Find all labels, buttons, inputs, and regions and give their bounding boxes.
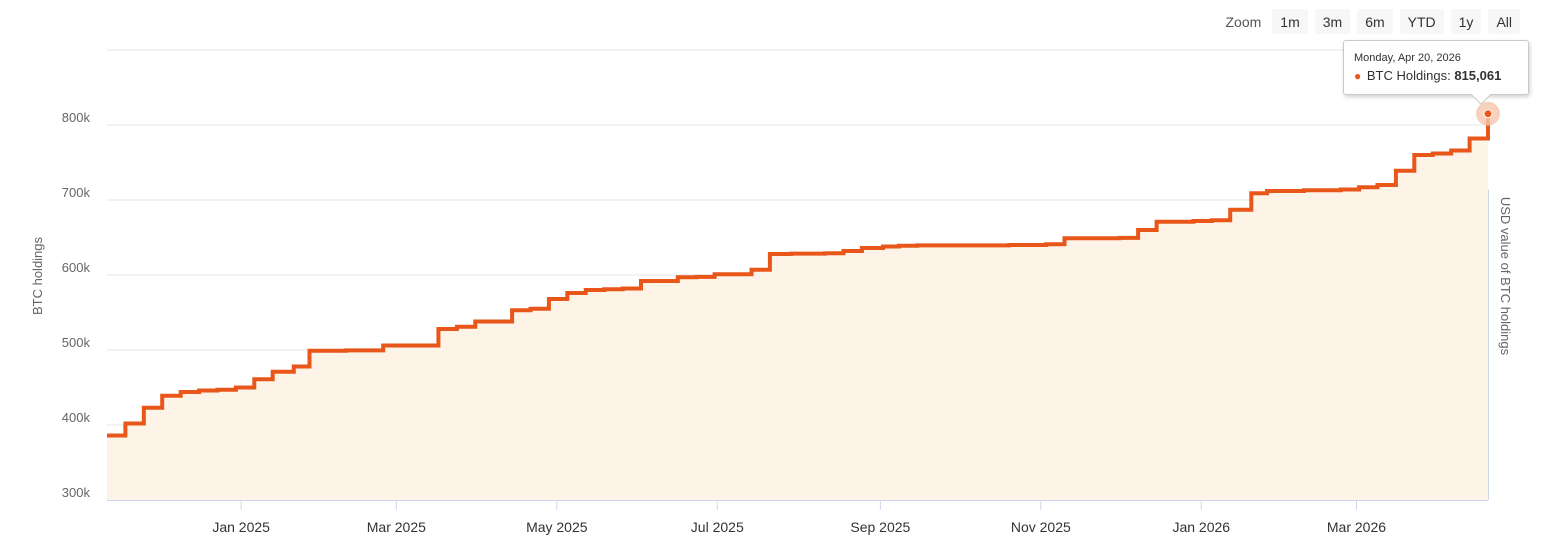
- x-tick-label: Sep 2025: [850, 519, 910, 535]
- holdings-series-line[interactable]: [107, 113, 1490, 438]
- x-tick-label: Nov 2025: [1011, 519, 1071, 535]
- y-tick-label: 700k: [62, 185, 91, 200]
- hover-marker-point[interactable]: [1483, 109, 1493, 119]
- y-tick-label: 800k: [62, 110, 91, 125]
- zoom-3m-button[interactable]: 3m: [1314, 9, 1351, 34]
- zoom-1m-button[interactable]: 1m: [1272, 9, 1308, 34]
- data-tooltip: Monday, Apr 20, 2026 ● BTC Holdings: 815…: [1343, 40, 1529, 105]
- zoom-control: Zoom 1m 3m 6m YTD 1y All: [1225, 9, 1520, 34]
- y-tick-label: 400k: [62, 410, 91, 425]
- y-tick-label: 500k: [62, 335, 91, 350]
- x-tick-label: Mar 2025: [367, 519, 426, 535]
- tooltip-value: 815,061: [1454, 68, 1502, 83]
- y-tick-label: 600k: [62, 260, 91, 275]
- y-axis-title-left: BTC holdings: [30, 236, 45, 315]
- y-tick-label: 300k: [62, 485, 91, 500]
- x-tick-label: Jan 2026: [1172, 519, 1230, 535]
- series-dot-icon: ●: [1354, 69, 1362, 83]
- x-tick-label: Mar 2026: [1327, 519, 1386, 535]
- y-axis-tick-labels: 300k 400k 500k 600k 700k 800k: [62, 110, 91, 500]
- x-tick-label: May 2025: [526, 519, 588, 535]
- x-axis-tick-labels: Jan 2025 Mar 2025 May 2025 Jul 2025 Sep 2025…: [212, 500, 1386, 535]
- axes: [107, 190, 1489, 501]
- tooltip-series-label: BTC Holdings:: [1366, 68, 1451, 83]
- y-axis-title-right: USD value of BTC holdings: [1498, 197, 1513, 356]
- zoom-all-button[interactable]: All: [1488, 9, 1520, 34]
- x-tick-label: Jul 2025: [691, 519, 744, 535]
- holdings-area-fill: [107, 113, 1488, 500]
- zoom-ytd-button[interactable]: YTD: [1399, 9, 1444, 34]
- zoom-label: Zoom: [1225, 13, 1262, 30]
- zoom-6m-button[interactable]: 6m: [1357, 9, 1393, 34]
- tooltip-series-row: ● BTC Holdings: 815,061: [1354, 68, 1518, 83]
- tooltip-date: Monday, Apr 20, 2026: [1354, 52, 1461, 64]
- zoom-1y-button[interactable]: 1y: [1450, 9, 1482, 34]
- x-tick-label: Jan 2025: [212, 519, 270, 535]
